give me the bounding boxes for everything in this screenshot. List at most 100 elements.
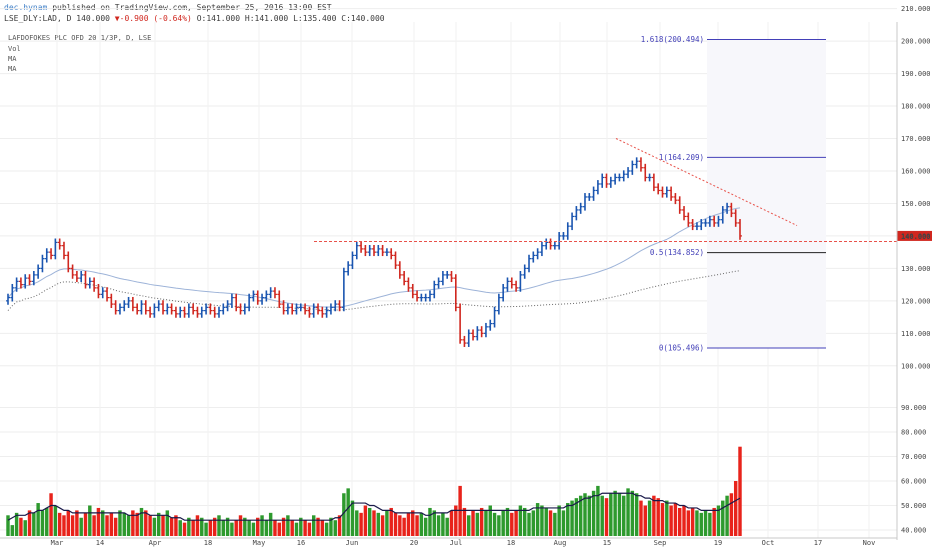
price-marker-label: 140.000 xyxy=(901,233,931,241)
price-bar xyxy=(66,251,71,273)
volume-bar xyxy=(462,507,467,536)
volume-bar xyxy=(647,500,652,536)
vol-tick-label: 80.000 xyxy=(901,429,926,437)
price-bar xyxy=(199,306,204,318)
volume-bar xyxy=(398,515,402,536)
price-bar xyxy=(432,280,437,299)
vol-tick-label: 90.000 xyxy=(901,404,926,412)
price-bar xyxy=(96,283,101,299)
volume-bar xyxy=(230,522,234,536)
volume-bar xyxy=(535,503,540,536)
price-bar xyxy=(630,160,635,175)
price-bar xyxy=(359,241,364,253)
volume-bar xyxy=(419,512,424,536)
volume-bar xyxy=(152,517,157,536)
price-bar xyxy=(656,183,661,195)
volume-bar xyxy=(40,510,45,536)
volume-bar xyxy=(161,515,165,536)
price-bar xyxy=(49,248,54,260)
volume-bar xyxy=(83,512,88,536)
legend-instrument: LAFDOFOKES PLC OFD 20 1/3P, D, LSE xyxy=(8,34,152,42)
trend-line xyxy=(615,138,798,226)
volume-bar xyxy=(221,520,226,536)
price-bar xyxy=(178,306,183,318)
volume-bar xyxy=(484,510,488,536)
volume-bar xyxy=(212,517,217,536)
volume-bar xyxy=(596,485,600,536)
price-bar xyxy=(320,306,325,318)
price-bar xyxy=(501,283,506,302)
price-bar xyxy=(703,219,708,227)
volume-bar xyxy=(665,500,669,536)
volume-bar xyxy=(669,505,673,536)
price-bar xyxy=(303,303,308,315)
volume-bar xyxy=(557,505,561,536)
y-tick-label: 120.000 xyxy=(901,297,931,305)
volume-bar xyxy=(583,493,587,536)
volume-bar xyxy=(622,495,626,536)
price-bar xyxy=(186,303,191,318)
fib-level-label: 1.618(200.494) xyxy=(641,35,704,44)
volume-bar xyxy=(527,512,531,536)
price-bar xyxy=(509,277,514,289)
volume-bar xyxy=(566,503,570,536)
price-bar xyxy=(617,173,622,182)
price-bar xyxy=(643,163,648,182)
volume-bar xyxy=(126,515,131,536)
price-bar xyxy=(595,180,600,195)
price-bar xyxy=(634,157,639,169)
volume-bar xyxy=(531,510,536,536)
price-bar xyxy=(397,261,402,279)
price-bar xyxy=(475,326,480,341)
volume-bar xyxy=(281,517,286,536)
price-bar xyxy=(419,293,424,302)
volume-bar xyxy=(299,517,303,536)
volume-bar xyxy=(505,507,510,536)
x-tick-label: 18 xyxy=(204,539,212,547)
price-bar xyxy=(152,303,157,318)
price-bar xyxy=(354,241,359,260)
volume-bar xyxy=(57,512,62,536)
price-bar xyxy=(44,248,49,263)
volume-bar xyxy=(587,495,592,536)
y-tick-label: 110.000 xyxy=(901,330,931,338)
price-bar xyxy=(686,212,691,227)
volume-bar xyxy=(45,507,49,536)
price-bar xyxy=(139,300,144,315)
volume-bar xyxy=(449,510,454,536)
price-bar xyxy=(505,277,510,292)
volume-bar xyxy=(53,505,58,536)
volume-bar xyxy=(411,510,415,536)
price-ma-lines xyxy=(7,207,741,311)
volume-bar xyxy=(686,510,691,536)
price-bar xyxy=(27,274,32,286)
price-bar xyxy=(6,293,10,305)
ohlc-close: C:140.000 xyxy=(341,14,385,23)
price-bar xyxy=(341,267,346,312)
price-bar xyxy=(225,300,230,312)
price-bar xyxy=(277,290,282,309)
volume-bar xyxy=(320,520,325,536)
price-bar xyxy=(677,196,682,214)
price-bar xyxy=(393,251,398,270)
volume-bar xyxy=(178,520,182,536)
y-tick-label: 140.000 xyxy=(901,232,931,240)
price-bar xyxy=(363,245,368,257)
price-bar xyxy=(380,245,385,257)
y-tick-label: 150.000 xyxy=(901,200,931,208)
volume-bar xyxy=(208,520,213,536)
price-bar xyxy=(682,206,687,221)
volume-bar xyxy=(445,517,449,536)
author-link[interactable]: dec.hynam xyxy=(4,3,48,12)
price-bar xyxy=(36,264,41,279)
price-bar xyxy=(221,303,226,315)
price-bar xyxy=(100,287,105,299)
volume-bar xyxy=(62,515,66,536)
volume-bar xyxy=(264,520,269,536)
price-bar xyxy=(79,270,84,283)
volume-bar xyxy=(182,522,187,536)
volume-bar xyxy=(436,515,441,536)
x-tick-label: Jun xyxy=(346,539,359,547)
volume-bar xyxy=(738,446,742,536)
